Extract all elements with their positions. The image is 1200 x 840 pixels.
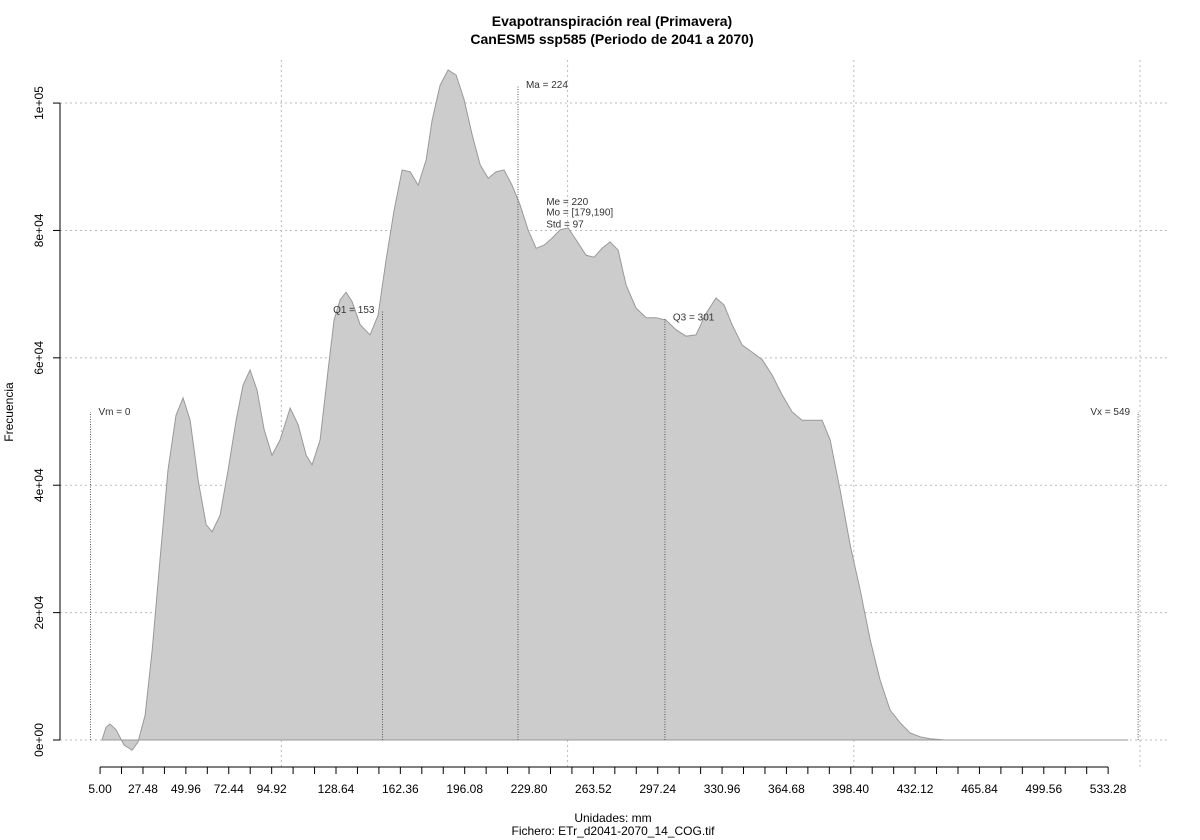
x-tick-label: 330.96 bbox=[704, 782, 741, 796]
x-tick-label: 499.56 bbox=[1025, 782, 1062, 796]
x-tick-label: 128.64 bbox=[318, 782, 355, 796]
annotation: Std = 97 bbox=[546, 220, 584, 231]
y-tick-label: 1e+05 bbox=[32, 86, 46, 120]
x-tick-label: 398.40 bbox=[832, 782, 869, 796]
x-tick-label: 297.24 bbox=[639, 782, 676, 796]
annotation: Q1 = 153 bbox=[333, 305, 375, 316]
y-tick-label: 2e+04 bbox=[32, 595, 46, 629]
x-tick-label: 263.52 bbox=[575, 782, 612, 796]
annotation: Ma = 224 bbox=[526, 80, 568, 91]
y-tick-label: 6e+04 bbox=[32, 341, 46, 375]
caption: Fichero: ETr_d2041-2070_14_COG.tif bbox=[512, 824, 716, 838]
density-area bbox=[101, 69, 1129, 751]
x-tick-label: 432.12 bbox=[897, 782, 934, 796]
annotation: Me = 220 bbox=[546, 197, 588, 208]
annotation: Vx = 549 bbox=[1090, 407, 1130, 418]
chart-subtitle: CanESM5 ssp585 (Periodo de 2041 a 2070) bbox=[470, 31, 753, 47]
x-tick-label: 364.68 bbox=[768, 782, 805, 796]
y-tick-label: 4e+04 bbox=[32, 468, 46, 502]
x-tick-label: 162.36 bbox=[382, 782, 419, 796]
x-tick-label: 49.96 bbox=[171, 782, 201, 796]
x-axis-label: Unidades: mm bbox=[574, 811, 651, 825]
x-tick-label: 229.80 bbox=[511, 782, 548, 796]
x-tick-label: 5.00 bbox=[88, 782, 112, 796]
y-tick-label: 0e+00 bbox=[32, 723, 46, 757]
x-tick-label: 27.48 bbox=[128, 782, 158, 796]
annotation: Vm = 0 bbox=[99, 407, 131, 418]
annotation: Q3 = 301 bbox=[673, 313, 715, 324]
y-axis-label: Frecuencia bbox=[2, 382, 16, 442]
x-tick-label: 72.44 bbox=[214, 782, 244, 796]
chart-title: Evapotranspiración real (Primavera) bbox=[492, 13, 732, 29]
x-tick-label: 196.08 bbox=[446, 782, 483, 796]
y-tick-label: 8e+04 bbox=[32, 213, 46, 247]
x-tick-label: 465.84 bbox=[961, 782, 998, 796]
annotation: Mo = [179,190] bbox=[546, 208, 613, 219]
x-tick-label: 94.92 bbox=[257, 782, 287, 796]
x-tick-label: 533.28 bbox=[1090, 782, 1127, 796]
